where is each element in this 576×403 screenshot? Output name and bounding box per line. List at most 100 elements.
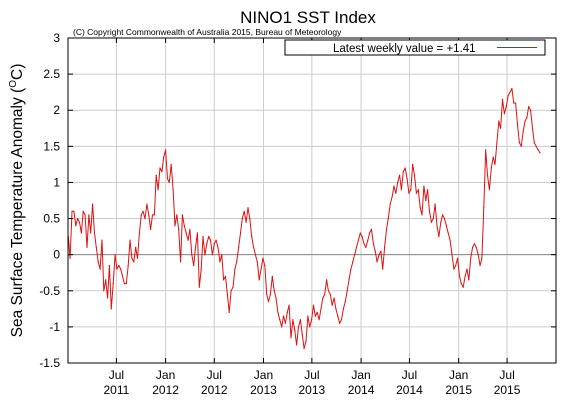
data-point — [163, 156, 165, 158]
data-point — [127, 264, 129, 267]
y-tick-label: 0.5 — [43, 212, 60, 226]
data-point — [211, 254, 213, 256]
data-point — [200, 268, 202, 270]
x-tick-label-year: 2013 — [250, 383, 277, 397]
data-point — [187, 239, 189, 241]
data-point — [108, 264, 110, 267]
data-point — [526, 116, 528, 118]
data-point — [311, 319, 313, 321]
data-point — [460, 283, 462, 285]
data-point — [267, 301, 270, 303]
x-axis: Jul2011Jan2012Jul2012Jan2013Jul2013Jan20… — [103, 38, 521, 397]
data-point — [236, 261, 238, 263]
data-point — [253, 246, 255, 248]
data-point — [249, 218, 251, 220]
data-point — [73, 210, 75, 212]
data-point — [369, 232, 371, 234]
data-point — [181, 214, 183, 216]
data-point — [239, 232, 242, 234]
data-point — [458, 275, 461, 277]
data-point — [501, 98, 504, 100]
data-point — [204, 254, 206, 256]
data-point — [533, 142, 535, 144]
data-point — [423, 185, 425, 187]
data-point — [78, 221, 81, 223]
data-point — [288, 304, 290, 306]
data-point — [327, 290, 329, 292]
data-point — [303, 348, 305, 350]
data-point — [389, 203, 391, 205]
legend-box — [284, 39, 546, 56]
data-point — [185, 232, 187, 234]
x-tick-label-year: 2013 — [299, 383, 326, 397]
data-point — [498, 120, 500, 122]
data-point — [413, 174, 416, 176]
data-point — [118, 264, 120, 267]
data-point — [483, 207, 485, 209]
data-point — [475, 246, 477, 248]
x-tick-label-year: 2015 — [445, 383, 472, 397]
data-point — [337, 315, 339, 317]
data-point — [539, 152, 541, 154]
data-point — [445, 225, 447, 227]
data-point — [428, 210, 431, 212]
data-point — [224, 275, 227, 277]
data-point — [241, 218, 243, 220]
data-point — [264, 264, 266, 267]
data-point — [430, 221, 432, 223]
data-point — [350, 268, 352, 270]
data-point — [447, 232, 449, 234]
x-tick-label-year: 2012 — [152, 383, 179, 397]
data-point — [125, 283, 127, 285]
data-point — [509, 91, 511, 93]
data-point — [161, 171, 163, 173]
data-point — [243, 210, 245, 212]
data-point — [112, 283, 114, 285]
data-point — [355, 246, 358, 248]
data-point — [436, 225, 438, 227]
data-point — [191, 254, 193, 256]
data-point — [344, 301, 346, 303]
data-point — [284, 322, 286, 324]
data-point — [82, 210, 84, 212]
data-point — [515, 102, 517, 104]
data-point — [258, 279, 260, 281]
legend-label: Latest weekly value = +1.41 — [333, 43, 476, 55]
data-point — [215, 239, 217, 241]
data-point — [133, 261, 135, 263]
data-point — [221, 254, 223, 256]
data-point — [196, 232, 198, 234]
data-point — [286, 311, 288, 313]
data-point — [382, 268, 384, 270]
data-point — [530, 109, 532, 111]
data-point — [150, 228, 152, 230]
data-point — [464, 275, 466, 277]
data-point — [69, 257, 71, 259]
data-point — [180, 261, 182, 263]
x-tick-label-month: Jan — [449, 368, 468, 382]
data-point — [271, 275, 273, 277]
data-point — [385, 228, 388, 230]
data-point — [151, 214, 154, 216]
data-point — [359, 232, 361, 234]
data-point — [105, 279, 107, 281]
data-point — [492, 156, 494, 158]
data-point — [528, 106, 530, 108]
x-tick-label-month: Jan — [351, 368, 370, 382]
data-point — [101, 239, 103, 241]
y-tick-label: -1.5 — [39, 356, 60, 370]
data-point — [275, 297, 277, 299]
data-point — [138, 232, 140, 234]
data-point — [136, 257, 139, 259]
data-point — [269, 293, 271, 295]
x-tick-label-month: Jul — [304, 368, 319, 382]
data-point — [292, 319, 294, 321]
data-point — [378, 254, 380, 256]
data-point — [86, 246, 88, 248]
data-point — [468, 279, 470, 281]
data-point — [260, 268, 262, 270]
data-point — [314, 315, 316, 317]
data-point — [77, 218, 79, 220]
data-point — [176, 214, 178, 216]
data-point — [470, 257, 472, 259]
